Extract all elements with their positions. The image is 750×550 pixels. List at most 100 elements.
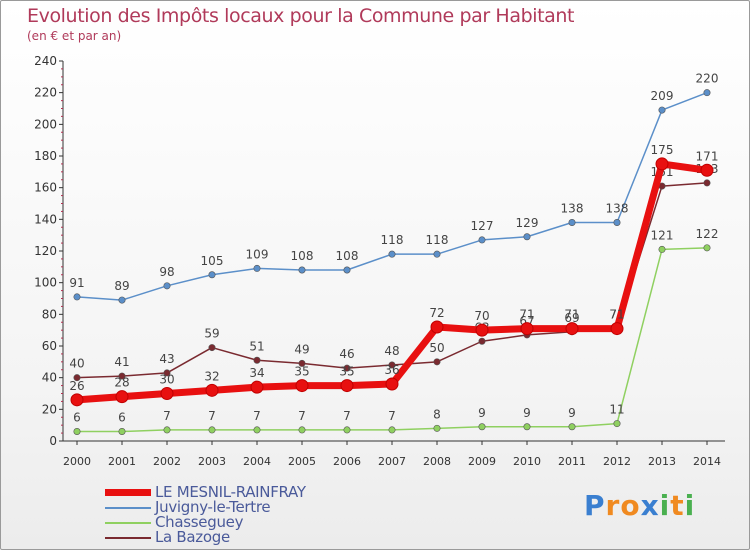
data-point bbox=[388, 250, 396, 258]
data-label: 118 bbox=[426, 233, 449, 247]
data-label: 11 bbox=[609, 403, 624, 417]
data-label: 7 bbox=[208, 409, 216, 423]
data-point bbox=[163, 282, 171, 290]
legend-item-juvigny-le-tertre: Juvigny-le-Tertre bbox=[105, 500, 306, 515]
data-label: 7 bbox=[253, 409, 261, 423]
data-label: 46 bbox=[339, 347, 354, 361]
series-le-mesnil-rainfray: 26 28 30 32 34 35 35 36 72 70 71 71 71 175 171 bbox=[69, 143, 718, 407]
data-point bbox=[433, 424, 441, 432]
data-point bbox=[70, 393, 84, 407]
data-point bbox=[703, 89, 711, 97]
data-point bbox=[430, 320, 444, 334]
x-tick-label: 2010 bbox=[513, 455, 541, 468]
data-point bbox=[253, 264, 261, 272]
data-label: 49 bbox=[294, 342, 309, 356]
data-point bbox=[568, 219, 576, 227]
data-label: 129 bbox=[516, 216, 539, 230]
data-label: 71 bbox=[609, 308, 624, 322]
y-tick-label: 240 bbox=[34, 54, 57, 68]
legend-item-la-bazoge: La Bazoge bbox=[105, 530, 306, 545]
data-point bbox=[298, 426, 306, 434]
y-tick-label: 200 bbox=[34, 117, 57, 131]
proxiti-logo: Proxiti bbox=[584, 489, 695, 522]
x-tick-label: 2003 bbox=[198, 455, 226, 468]
data-point bbox=[565, 322, 579, 336]
data-label: 175 bbox=[651, 143, 674, 157]
data-label: 40 bbox=[69, 357, 84, 371]
data-point bbox=[208, 271, 216, 279]
x-tick-label: 2004 bbox=[243, 455, 271, 468]
data-point bbox=[118, 427, 126, 435]
data-label: 48 bbox=[384, 344, 399, 358]
data-point bbox=[118, 296, 126, 304]
logo-letter: r bbox=[605, 489, 621, 522]
chart-subtitle: (en € et par an) bbox=[27, 29, 122, 43]
data-label: 138 bbox=[606, 202, 629, 216]
data-point bbox=[658, 245, 666, 253]
data-point bbox=[523, 423, 531, 431]
legend-item-le-mesnil-rainfray: LE MESNIL-RAINFRAY bbox=[105, 485, 306, 500]
data-point bbox=[433, 250, 441, 258]
data-label: 7 bbox=[163, 409, 171, 423]
data-point bbox=[208, 344, 216, 352]
data-label: 35 bbox=[294, 365, 309, 379]
data-point bbox=[388, 361, 396, 369]
data-label: 9 bbox=[523, 406, 531, 420]
y-tick-label: 100 bbox=[34, 276, 57, 290]
data-label: 9 bbox=[478, 406, 486, 420]
x-tick-label: 2006 bbox=[333, 455, 361, 468]
x-tick-label: 2001 bbox=[108, 455, 136, 468]
logo-letter: P bbox=[584, 489, 606, 522]
data-label: 71 bbox=[564, 308, 579, 322]
data-point bbox=[115, 390, 129, 404]
data-point bbox=[388, 426, 396, 434]
data-point bbox=[298, 266, 306, 274]
legend-label: Chasseguey bbox=[155, 513, 244, 531]
data-point bbox=[163, 426, 171, 434]
data-point bbox=[340, 379, 354, 393]
y-tick-label: 40 bbox=[42, 371, 57, 385]
data-label: 8 bbox=[433, 407, 441, 421]
data-point bbox=[520, 322, 534, 336]
data-label: 30 bbox=[159, 373, 174, 387]
data-point bbox=[703, 179, 711, 187]
data-label: 91 bbox=[69, 276, 84, 290]
y-tick-label: 60 bbox=[42, 339, 57, 353]
y-tick-label: 120 bbox=[34, 244, 57, 258]
data-point bbox=[253, 426, 261, 434]
x-tick-label: 2013 bbox=[648, 455, 676, 468]
data-label: 98 bbox=[159, 265, 174, 279]
x-tick-label: 2007 bbox=[378, 455, 406, 468]
data-point bbox=[118, 372, 126, 380]
data-label: 121 bbox=[651, 228, 674, 242]
logo-letter: i bbox=[659, 489, 671, 522]
data-point bbox=[610, 322, 624, 336]
chart-title: Evolution des Impôts locaux pour la Comm… bbox=[27, 5, 575, 27]
data-label: 41 bbox=[114, 355, 129, 369]
data-point bbox=[478, 423, 486, 431]
data-label: 50 bbox=[429, 341, 444, 355]
data-label: 105 bbox=[201, 254, 224, 268]
legend-label: LE MESNIL-RAINFRAY bbox=[155, 483, 306, 501]
legend-label: Juvigny-le-Tertre bbox=[155, 498, 271, 516]
data-label: 69 bbox=[564, 311, 579, 325]
legend-item-chasseguey: Chasseguey bbox=[105, 515, 306, 530]
y-tick-label: 180 bbox=[34, 149, 57, 163]
data-point bbox=[478, 337, 486, 345]
data-point bbox=[613, 420, 621, 428]
x-tick-label: 2014 bbox=[693, 455, 721, 468]
data-point bbox=[568, 423, 576, 431]
data-point bbox=[163, 369, 171, 377]
data-point bbox=[160, 387, 174, 400]
data-label: 7 bbox=[343, 409, 351, 423]
data-point bbox=[205, 383, 219, 397]
data-label: 127 bbox=[471, 219, 494, 233]
data-label: 209 bbox=[651, 89, 674, 103]
chart-legend: LE MESNIL-RAINFRAY Juvigny-le-Tertre Chass… bbox=[105, 485, 306, 545]
data-label: 6 bbox=[73, 411, 81, 425]
data-point bbox=[343, 426, 351, 434]
data-point bbox=[73, 427, 81, 435]
data-label: 89 bbox=[114, 279, 129, 293]
data-point bbox=[250, 380, 264, 394]
